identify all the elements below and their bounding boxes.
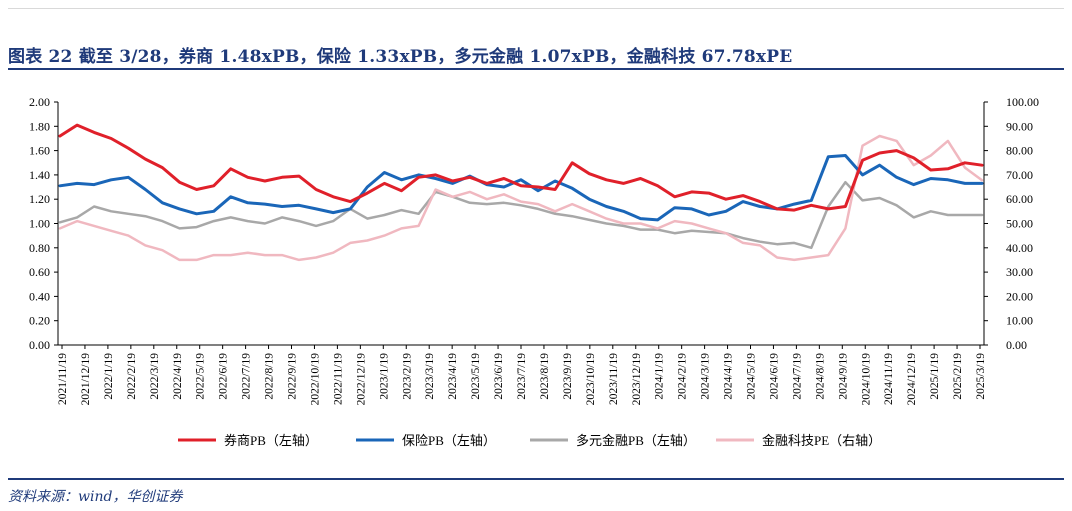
x-tick-label: 2022/1/19 — [103, 353, 115, 400]
x-tick-label: 2023/4/19 — [447, 353, 459, 400]
x-tick-label: 2024/6/19 — [768, 353, 780, 400]
top-rule — [8, 8, 1064, 9]
x-tick-label: 2022/7/19 — [241, 353, 253, 400]
series-line-2 — [58, 180, 984, 250]
figure-title: 图表 22 截至 3/28，券商 1.48xPB，保险 1.33xPB，多元金融… — [8, 47, 793, 67]
legend-label-2: 多元金融PB（左轴） — [576, 433, 696, 448]
x-tick-label: 2024/11/19 — [883, 353, 895, 405]
left-tick-label: 0.00 — [29, 338, 50, 352]
right-tick-label: 10.00 — [1006, 314, 1033, 328]
x-tick-label: 2022/6/19 — [218, 353, 230, 400]
x-tick-label: 2022/2/19 — [126, 353, 138, 400]
x-tick-label: 2024/8/19 — [814, 353, 826, 400]
series-line-0 — [58, 123, 984, 212]
left-tick-label: 1.40 — [29, 168, 50, 182]
left-tick-label: 1.80 — [29, 119, 50, 133]
x-tick-label: 2022/8/19 — [264, 353, 276, 400]
left-tick-label: 0.80 — [29, 241, 50, 255]
x-tick-label: 2023/11/19 — [608, 353, 620, 405]
x-tick-label: 2024/7/19 — [791, 353, 803, 400]
legend-label-1: 保险PB（左轴） — [402, 433, 496, 448]
x-tick-label: 2023/1/19 — [378, 353, 390, 400]
x-tick-label: 2024/10/19 — [860, 353, 872, 406]
right-tick-label: 100.00 — [1006, 95, 1039, 109]
left-tick-label: 2.00 — [29, 95, 50, 109]
x-tick-label: 2023/7/19 — [516, 353, 528, 400]
x-tick-label: 2025/1/19 — [929, 353, 941, 400]
x-tick-label: 2022/11/19 — [332, 353, 344, 405]
x-tick-label: 2022/3/19 — [149, 353, 161, 400]
title-rule — [8, 68, 1064, 70]
x-tick-label: 2024/4/19 — [723, 353, 735, 400]
series-line-1 — [58, 154, 984, 222]
right-tick-label: 50.00 — [1006, 217, 1033, 231]
x-tick-label: 2024/1/19 — [654, 353, 666, 400]
left-tick-label: 1.00 — [29, 217, 50, 231]
x-tick-label: 2023/6/19 — [493, 353, 505, 400]
x-tick-label: 2021/12/19 — [80, 353, 92, 406]
x-tick-label: 2022/5/19 — [195, 353, 207, 400]
left-tick-label: 0.60 — [29, 265, 50, 279]
x-tick-label: 2022/12/19 — [355, 353, 367, 406]
right-tick-label: 60.00 — [1006, 192, 1033, 206]
x-tick-label: 2023/3/19 — [424, 353, 436, 400]
x-tick-label: 2024/3/19 — [700, 353, 712, 400]
bottom-rule — [8, 478, 1064, 480]
right-tick-label: 70.00 — [1006, 168, 1033, 182]
x-tick-label: 2025/2/19 — [952, 353, 964, 400]
right-tick-label: 20.00 — [1006, 289, 1033, 303]
series-line-3 — [58, 134, 984, 262]
x-tick-label: 2022/9/19 — [287, 353, 299, 400]
x-tick-label: 2022/4/19 — [172, 353, 184, 400]
x-tick-label: 2024/2/19 — [677, 353, 689, 400]
right-tick-label: 0.00 — [1006, 338, 1027, 352]
source-note: 资料来源：wind，华创证券 — [8, 489, 183, 505]
x-tick-label: 2023/9/19 — [562, 353, 574, 400]
legend-label-0: 券商PB（左轴） — [224, 433, 318, 448]
x-tick-label: 2023/5/19 — [470, 353, 482, 400]
left-tick-label: 1.60 — [29, 144, 50, 158]
legend-label-3: 金融科技PE（右轴） — [762, 433, 881, 448]
x-tick-label: 2022/10/19 — [309, 353, 321, 406]
x-tick-label: 2024/5/19 — [746, 353, 758, 400]
right-tick-label: 80.00 — [1006, 144, 1033, 158]
left-tick-label: 1.20 — [29, 192, 50, 206]
x-tick-label: 2023/8/19 — [539, 353, 551, 400]
right-tick-label: 90.00 — [1006, 119, 1033, 133]
x-tick-label: 2025/3/19 — [975, 353, 987, 400]
right-tick-label: 40.00 — [1006, 241, 1033, 255]
left-tick-label: 0.40 — [29, 289, 50, 303]
x-tick-label: 2024/12/19 — [906, 353, 918, 406]
x-tick-label: 2023/10/19 — [585, 353, 597, 406]
x-tick-label: 2023/12/19 — [631, 353, 643, 406]
x-tick-label: 2023/2/19 — [401, 353, 413, 400]
left-tick-label: 0.20 — [29, 314, 50, 328]
right-tick-label: 30.00 — [1006, 265, 1033, 279]
x-tick-label: 2021/11/19 — [57, 353, 69, 405]
x-tick-label: 2024/9/19 — [837, 353, 849, 400]
line-chart: 0.00 0.20 0.40 0.60 0.80 1.00 1.20 1.40 1.60 1.80… — [29, 95, 1039, 448]
